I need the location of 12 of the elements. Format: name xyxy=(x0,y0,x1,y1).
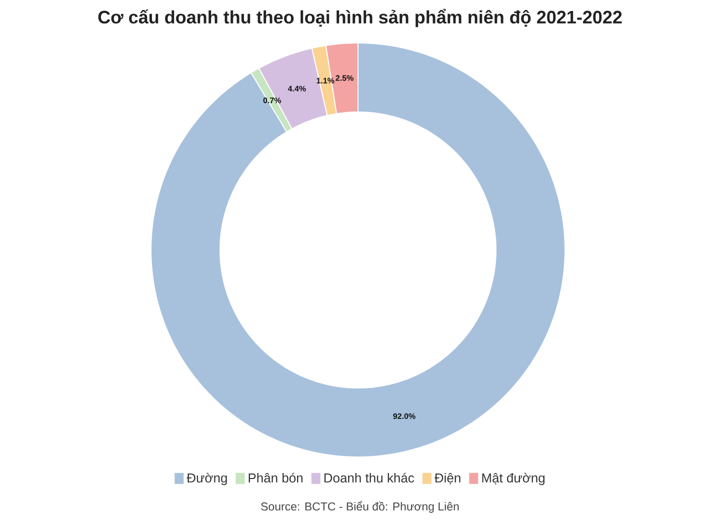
legend-label: Doanh thu khác xyxy=(324,472,414,483)
legend-label: Mật đường xyxy=(482,472,545,486)
data-label: 92.0% xyxy=(393,413,416,420)
data-label: 1.1% xyxy=(316,78,334,84)
data-label: 2.5% xyxy=(336,75,354,81)
source-note: Source: BCTC - Biểu đồ: Phương Liên xyxy=(261,501,459,513)
chart-title: Cơ cấu doanh thu theo loại hình sản phẩm niên độ 2021-2022 xyxy=(98,8,622,28)
data-label: 4.4% xyxy=(288,86,306,92)
data-label: 0.7% xyxy=(263,98,282,104)
legend-label: Phân bón xyxy=(248,472,303,483)
legend-label: Đường xyxy=(186,472,227,486)
legend-label: Điện xyxy=(434,472,460,484)
